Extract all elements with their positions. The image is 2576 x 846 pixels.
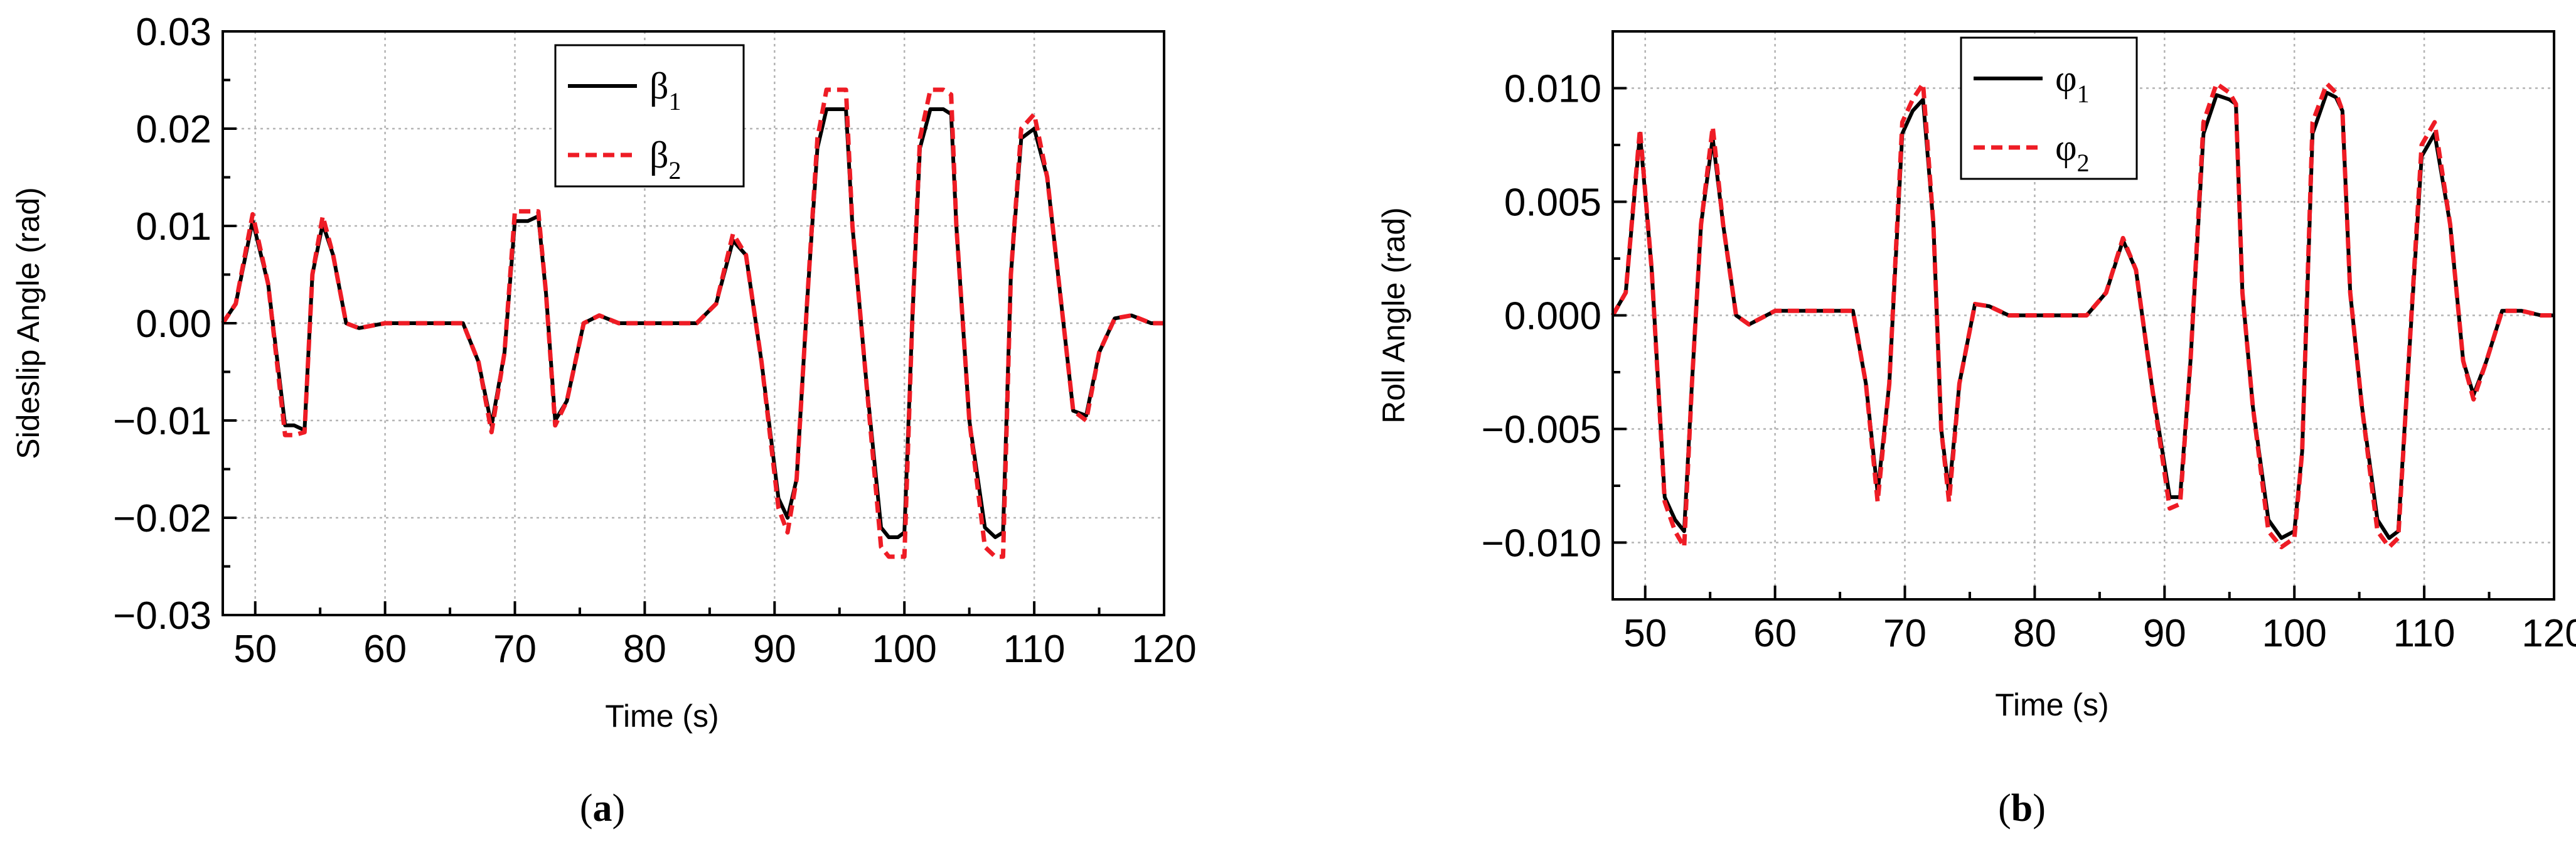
series-lines-a xyxy=(221,87,1164,559)
y-tick-label-a-6: 0.03 xyxy=(136,11,211,54)
legend-subscript-a-2: 2 xyxy=(669,156,681,185)
caption-b-close: ) xyxy=(2033,787,2046,830)
legend-box-b xyxy=(1960,36,2138,180)
y-axis-title-a: Sideslip Angle (rad) xyxy=(11,187,46,459)
x-tick-label-a-1: 60 xyxy=(363,628,407,671)
x-tick-label-a-7: 120 xyxy=(1131,628,1196,671)
legend-box-a xyxy=(554,44,745,188)
x-tick-label-b-0: 50 xyxy=(1623,612,1667,655)
caption-a-open: ( xyxy=(580,787,593,830)
y-tick-label-a-2: −0.01 xyxy=(113,400,211,443)
y-tick-label-a-0: −0.03 xyxy=(113,594,211,638)
panel-b: 50 60 70 80 90 100 110 120 −0.010 −0.005 0.000 0.00… xyxy=(1376,30,2576,830)
x-axis-title-b: Time (s) xyxy=(1995,687,2108,722)
y-tick-label-a-3: 0.00 xyxy=(136,303,211,346)
x-tick-label-a-3: 80 xyxy=(623,628,666,671)
caption-a-close: ) xyxy=(612,787,626,830)
y-tick-label-b-0: −0.010 xyxy=(1482,522,1601,565)
y-tick-label-a-5: 0.02 xyxy=(136,108,211,151)
x-tick-label-a-6: 110 xyxy=(1003,628,1066,671)
series-line-b-2 xyxy=(1610,81,2554,550)
legend-subscript-a-1: 1 xyxy=(669,87,681,115)
legend-subscript-b-2: 2 xyxy=(2077,149,2090,177)
x-tick-label-b-7: 120 xyxy=(2521,612,2576,655)
x-tick-label-a-4: 90 xyxy=(753,628,796,671)
legend-symbol-a-1: β xyxy=(649,65,669,107)
x-tick-label-b-4: 90 xyxy=(2143,612,2186,655)
x-axis-title-a: Time (s) xyxy=(605,699,719,734)
legend-symbol-b-1: φ xyxy=(2055,58,2077,99)
panel-caption-a: (a) xyxy=(580,787,625,830)
y-tick-label-b-2: 0.000 xyxy=(1504,295,1601,338)
y-axis-title-b: Roll Angle (rad) xyxy=(1376,207,1411,424)
legend-symbol-b-2: φ xyxy=(2055,127,2077,168)
panel-a: 50 60 70 80 90 100 110 120 −0.03 −0.02 −0.01 0.00 0.… xyxy=(11,11,1197,830)
y-tick-label-b-4: 0.010 xyxy=(1504,68,1601,111)
caption-b-open: ( xyxy=(1998,787,2011,830)
y-tick-label-b-3: 0.005 xyxy=(1504,181,1601,225)
legend-label-a-1: β1 xyxy=(649,65,681,115)
y-tick-label-b-1: −0.005 xyxy=(1482,409,1601,452)
legend-symbol-a-2: β xyxy=(649,134,669,176)
ticks-b: 50 60 70 80 90 100 110 120 −0.010 −0.005 0.000 0.00… xyxy=(1482,30,2576,655)
x-tick-label-b-5: 100 xyxy=(2262,612,2326,655)
panel-caption-b: (b) xyxy=(1998,787,2046,830)
legend-label-b-1: φ1 xyxy=(2055,58,2090,108)
caption-a-letter: a xyxy=(593,787,612,830)
x-tick-label-a-5: 100 xyxy=(872,628,936,671)
ticks-a: 50 60 70 80 90 100 110 120 −0.03 −0.02 −0.01 0.00 0.… xyxy=(113,11,1197,671)
y-tick-label-a-4: 0.01 xyxy=(136,205,211,249)
series-lines-b xyxy=(1610,81,2554,550)
x-tick-label-b-2: 70 xyxy=(1883,612,1927,655)
legend-label-a-2: β2 xyxy=(649,134,681,185)
x-tick-label-a-0: 50 xyxy=(233,628,277,671)
x-tick-label-a-2: 70 xyxy=(493,628,537,671)
legend-subscript-b-1: 1 xyxy=(2077,80,2090,108)
legend-label-b-2: φ2 xyxy=(2055,127,2090,177)
caption-b-letter: b xyxy=(2011,787,2033,830)
x-tick-label-b-6: 110 xyxy=(2393,612,2456,655)
x-tick-label-b-1: 60 xyxy=(1753,612,1797,655)
y-tick-label-a-1: −0.02 xyxy=(113,497,211,540)
x-tick-label-b-3: 80 xyxy=(2013,612,2056,655)
series-line-a-2 xyxy=(221,87,1164,559)
